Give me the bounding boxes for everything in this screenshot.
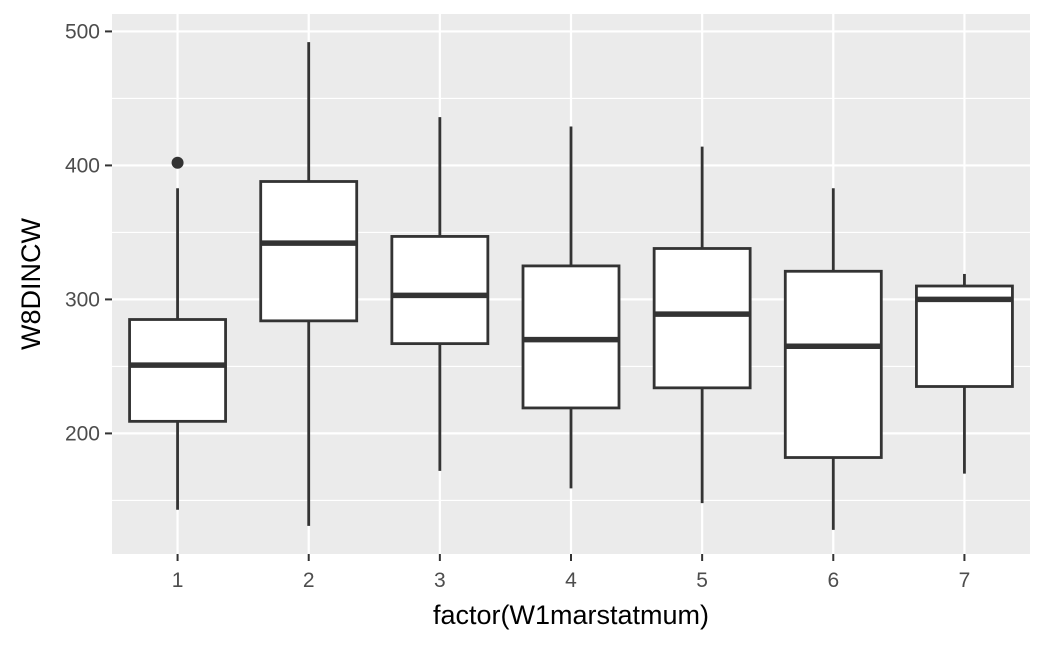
outlier-point <box>171 156 184 169</box>
x-tick-label: 4 <box>565 569 577 592</box>
y-tick-label: 400 <box>65 154 100 177</box>
x-tick-label: 2 <box>303 569 315 592</box>
x-tick-label: 5 <box>696 569 708 592</box>
x-tick-label: 3 <box>434 569 446 592</box>
x-tick-label: 6 <box>827 569 839 592</box>
box-iqr <box>390 235 490 346</box>
box-3 <box>390 117 490 471</box>
box-2 <box>259 42 359 526</box>
x-axis-title: factor(W1marstatmum) <box>433 600 709 630</box>
y-axis-title: W8DINCW <box>16 217 46 349</box>
box-6 <box>783 188 883 530</box>
box-1 <box>128 156 227 510</box>
box-7 <box>915 273 1014 474</box>
y-tick-label: 500 <box>65 20 100 43</box>
box-iqr <box>652 247 752 390</box>
x-tick-label: 7 <box>959 569 971 592</box>
box-iqr <box>128 318 227 423</box>
x-axis: 1 2 3 4 5 6 7 <box>172 554 971 592</box>
box-iqr <box>259 180 359 323</box>
box-4 <box>521 126 621 489</box>
box-5 <box>652 146 752 504</box>
y-tick-label: 300 <box>65 288 100 311</box>
boxes <box>128 42 1014 530</box>
y-tick-label: 200 <box>65 422 100 445</box>
box-iqr <box>783 269 883 459</box>
x-tick-label: 1 <box>172 569 184 592</box>
box-iqr <box>915 284 1014 388</box>
y-axis: 200 300 400 500 <box>65 20 112 445</box>
